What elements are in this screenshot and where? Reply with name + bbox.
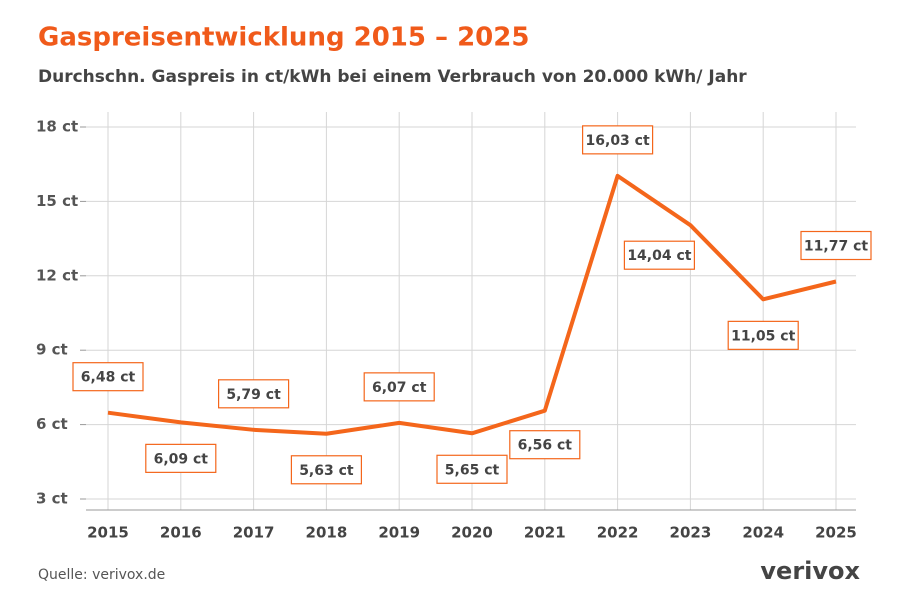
value-label-box	[145, 443, 217, 473]
y-tick-label: 6 ct	[36, 415, 68, 433]
value-label: 6,09 ct	[154, 451, 209, 467]
value-label: 14,04 ct	[627, 248, 691, 264]
value-label-box	[218, 379, 290, 409]
value-label: 11,05 ct	[731, 328, 795, 344]
x-tick-label: 2022	[597, 524, 639, 542]
value-label: 5,63 ct	[299, 463, 354, 479]
value-label: 5,79 ct	[226, 387, 281, 403]
value-label-box	[581, 125, 654, 155]
chart-subtitle: Durchschn. Gaspreis in ct/kWh bei einem …	[38, 67, 747, 87]
x-tick-label: 2020	[451, 524, 493, 542]
value-label-box	[72, 362, 144, 392]
value-label: 6,48 ct	[81, 370, 136, 386]
y-tick-label: 12 ct	[36, 266, 78, 284]
value-label: 11,77 ct	[804, 239, 868, 255]
y-tick-label: 9 ct	[36, 341, 68, 359]
line	[107, 173, 837, 436]
value-label: 6,56 ct	[518, 438, 573, 454]
value-label-box	[363, 372, 435, 402]
x-tick-label: 2018	[306, 524, 348, 542]
value-label: 16,03 ct	[586, 133, 650, 149]
y-tick-label: 18 ct	[36, 118, 78, 136]
x-tick-label: 2016	[160, 524, 202, 542]
value-label-box	[727, 320, 799, 350]
x-tick-label: 2019	[378, 524, 420, 542]
value-label-box	[436, 454, 508, 484]
chart-title: Gaspreisentwicklung 2015 – 2025	[38, 23, 529, 53]
source: Quelle: verivox.de	[38, 567, 165, 583]
y-tick-label: 3 ct	[36, 490, 68, 508]
x-tick-label: 2025	[815, 524, 857, 542]
x-tick-label: 2017	[233, 524, 275, 542]
x-tick-label: 2015	[87, 524, 129, 542]
x-tick-label: 2024	[742, 524, 784, 542]
value-label-box	[623, 240, 696, 270]
value-label-box	[290, 455, 362, 485]
x-tick-label: 2023	[670, 524, 712, 542]
x-tick-label: 2021	[524, 524, 566, 542]
value-label: 5,65 ct	[445, 462, 500, 478]
y-tick-label: 15 ct	[36, 192, 78, 210]
logo: verivox	[760, 557, 860, 585]
value-label-box	[800, 230, 872, 261]
value-label-box	[509, 430, 581, 460]
value-label: 6,07 ct	[372, 380, 427, 396]
